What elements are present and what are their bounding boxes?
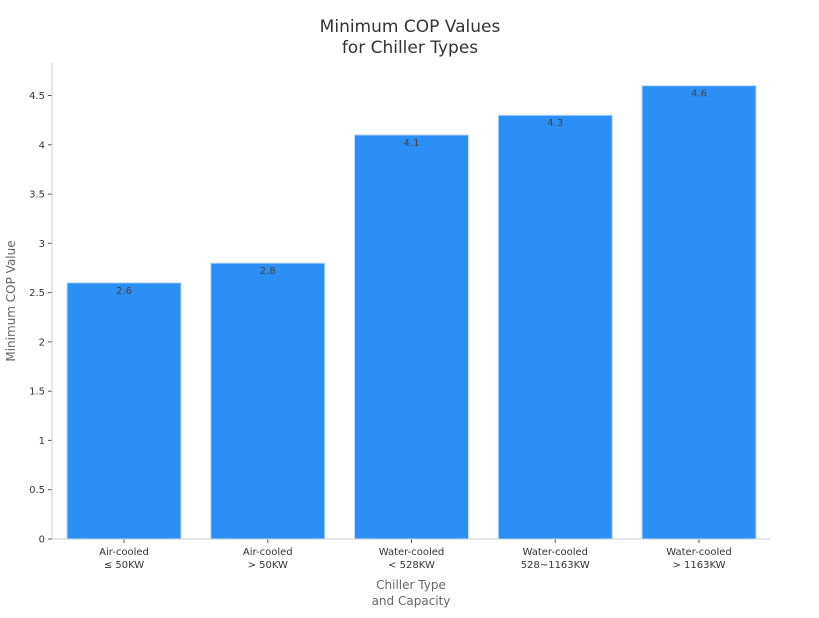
- y-tick-label-1: 0.5: [29, 485, 45, 496]
- bar-1: [210, 262, 326, 540]
- y-tick-label-8: 4: [39, 140, 45, 151]
- y-tick-label-9: 4.5: [29, 91, 45, 102]
- x-tick-label-1-line-2: > 50KW: [248, 560, 288, 571]
- y-tick-label-4: 2: [39, 337, 45, 348]
- y-tick-label-0: 0: [39, 535, 45, 546]
- y-ticks-group: 0 0.5 1 1.5 2 2.5 3 3.5 4 4.5: [29, 91, 52, 546]
- chart-title-line-1: Minimum COP Values: [320, 17, 501, 37]
- x-tick-label-2-line-2: < 528KW: [388, 560, 435, 571]
- x-axis-label-line-2: and Capacity: [372, 594, 451, 608]
- x-tick-labels-group: Air-cooled ≤ 50KW Air-cooled > 50KW Water-co…: [99, 539, 732, 571]
- data-label-3: 4.3: [547, 118, 563, 129]
- y-tick-label-5: 2.5: [29, 288, 45, 299]
- bar-4: [641, 85, 757, 540]
- x-tick-label-2-line-1: Water-cooled: [379, 547, 445, 558]
- x-tick-label-4-line-1: Water-cooled: [666, 547, 732, 558]
- y-tick-label-2: 1: [39, 436, 45, 447]
- data-label-0: 2.6: [116, 286, 132, 297]
- x-tick-label-0-line-2: ≤ 50KW: [104, 560, 144, 571]
- data-label-2: 4.1: [404, 138, 420, 149]
- data-label-4: 4.6: [691, 89, 707, 100]
- x-axis-label-line-1: Chiller Type: [376, 578, 446, 592]
- data-label-1: 2.8: [260, 266, 276, 277]
- bar-3: [497, 114, 613, 540]
- x-tick-label-0-line-1: Air-cooled: [99, 547, 149, 558]
- bar-2: [354, 134, 469, 540]
- y-tick-label-3: 1.5: [29, 387, 45, 398]
- bars-group: 2.6 2.8 4.1 4.3 4.6: [66, 85, 757, 540]
- y-tick-label-6: 3: [39, 239, 45, 250]
- bar-0: [66, 282, 182, 540]
- x-tick-label-4-line-2: > 1163KW: [672, 560, 725, 571]
- x-tick-label-3-line-2: 528~1163KW: [521, 560, 590, 571]
- y-tick-label-7: 3.5: [29, 190, 45, 201]
- x-tick-label-3-line-1: Water-cooled: [522, 547, 588, 558]
- y-axis-label: Minimum COP Value: [4, 240, 18, 361]
- chart-title-line-2: for Chiller Types: [342, 38, 478, 58]
- x-tick-label-1-line-1: Air-cooled: [243, 547, 293, 558]
